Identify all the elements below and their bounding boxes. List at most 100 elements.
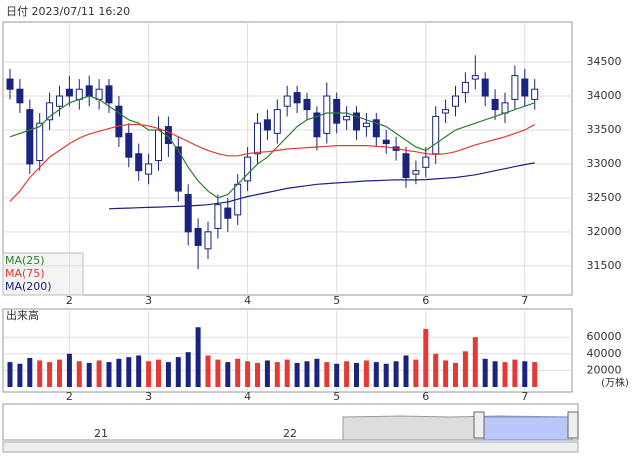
volume-bar xyxy=(383,363,389,387)
volume-bar xyxy=(27,357,33,387)
volume-bar xyxy=(17,363,23,387)
volume-bar xyxy=(423,328,429,387)
x-tick-label: 5 xyxy=(333,390,340,403)
candle-body xyxy=(412,170,420,175)
candle-body xyxy=(95,88,103,100)
volume-bar xyxy=(532,362,538,387)
volume-bar xyxy=(195,327,201,387)
legend-label: MA(25) xyxy=(5,254,45,267)
candle-body xyxy=(174,146,182,192)
volume-bar xyxy=(482,358,488,387)
volume-bar xyxy=(225,362,231,387)
candle-body xyxy=(224,207,232,219)
volume-bar xyxy=(96,360,102,387)
y-tick-label: 34500 xyxy=(587,55,622,68)
candle-body xyxy=(511,75,519,100)
candle-body xyxy=(323,95,331,134)
y-tick-label: 34000 xyxy=(587,89,622,102)
candle-body xyxy=(214,204,222,229)
volume-bar xyxy=(47,362,53,387)
candle-body xyxy=(362,122,370,128)
volume-bar xyxy=(255,362,260,387)
volume-bar xyxy=(76,361,82,387)
y-tick-label: 31500 xyxy=(587,259,622,272)
volume-bar xyxy=(453,362,458,387)
ma-line xyxy=(9,123,535,202)
navigator-label: 22 xyxy=(283,427,297,440)
candle-body xyxy=(36,122,44,162)
volume-bar xyxy=(462,351,468,387)
candle-body xyxy=(56,95,63,107)
x-tick-label: 7 xyxy=(521,390,528,403)
candle-body xyxy=(501,102,509,114)
candle-body xyxy=(184,193,192,233)
volume-bar xyxy=(324,362,330,387)
candle-body xyxy=(471,75,479,80)
x-tick-label: 2 xyxy=(66,294,73,307)
candle-body xyxy=(531,88,539,100)
candle-body xyxy=(26,109,34,165)
y-tick-label: 40000 xyxy=(587,347,622,360)
volume-bar xyxy=(512,359,518,387)
volume-bar xyxy=(106,362,112,387)
x-tick-label: 6 xyxy=(422,294,429,307)
candle-body xyxy=(75,88,83,100)
volume-bar xyxy=(37,360,43,387)
candle-body xyxy=(85,85,93,97)
volume-bar xyxy=(522,361,528,387)
volume-unit: (万株) xyxy=(601,376,629,389)
navigator-handle[interactable] xyxy=(567,411,579,439)
y-tick-label: 32000 xyxy=(587,225,622,238)
candle-body xyxy=(283,95,291,107)
scrollbar[interactable] xyxy=(2,441,579,453)
y-tick-label: 20000 xyxy=(587,363,622,376)
candle-body xyxy=(422,156,430,168)
volume-bar xyxy=(472,337,478,387)
candle-body xyxy=(333,98,341,124)
candle-body xyxy=(263,119,271,131)
candle-body xyxy=(313,112,321,138)
candle-body xyxy=(372,119,380,138)
volume-bar xyxy=(57,359,62,387)
candle-body xyxy=(6,78,14,90)
legend-label: MA(200) xyxy=(5,280,52,293)
candle-body xyxy=(343,115,351,121)
volume-bar xyxy=(294,362,300,387)
candle-body xyxy=(303,98,311,111)
volume-bar xyxy=(304,361,310,387)
candle-body xyxy=(481,78,489,97)
candle-body xyxy=(145,163,153,175)
x-tick-label: 2 xyxy=(66,390,73,403)
volume-bar xyxy=(66,353,72,387)
volume-bar xyxy=(334,363,340,387)
volume-bar xyxy=(284,359,290,387)
x-tick-label: 4 xyxy=(244,294,251,307)
candle-body xyxy=(382,139,390,145)
volume-bar xyxy=(126,357,132,387)
candle-body xyxy=(273,109,281,134)
candle-body xyxy=(194,227,202,246)
candle-body xyxy=(135,153,143,172)
ma-line xyxy=(9,95,535,199)
volume-bar xyxy=(373,362,379,387)
candle-body xyxy=(521,78,529,97)
navigator-handle[interactable] xyxy=(473,411,485,439)
volume-bar xyxy=(344,361,350,387)
volume-bar xyxy=(393,361,399,387)
candle-body xyxy=(402,153,410,179)
volume-bar xyxy=(502,362,508,387)
volume-bar xyxy=(363,360,369,387)
candle-body xyxy=(293,92,301,104)
volume-bar xyxy=(314,358,320,387)
volume-bar xyxy=(354,362,359,387)
volume-bar xyxy=(86,362,92,387)
volume-bar xyxy=(433,353,439,387)
volume-bar xyxy=(165,362,171,387)
volume-bar xyxy=(136,355,142,387)
x-tick-label: 3 xyxy=(145,390,152,403)
navigator[interactable]: 21 22 xyxy=(2,403,579,453)
candle-body xyxy=(125,132,133,158)
navigator-selection[interactable] xyxy=(483,416,569,441)
candle-body xyxy=(491,98,499,111)
